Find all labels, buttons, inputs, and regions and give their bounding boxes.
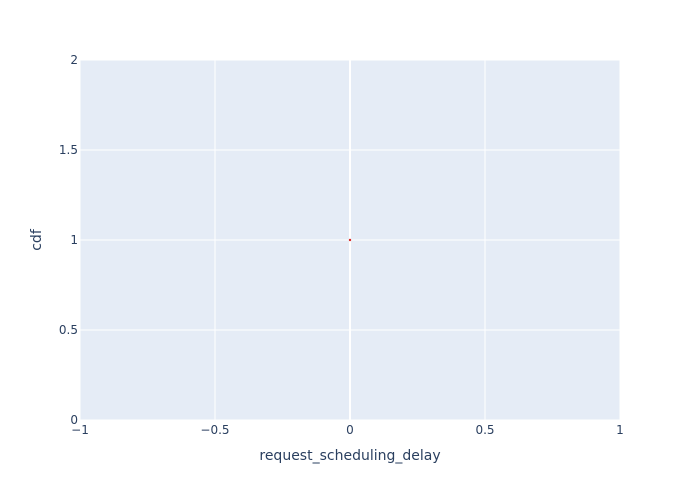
x-tick-label: 0 (346, 423, 354, 437)
data-point (348, 238, 352, 242)
x-tick-label: −1 (71, 423, 89, 437)
y-tick-label: 1.5 (59, 143, 78, 157)
x-tick-label: −0.5 (200, 423, 229, 437)
y-tick-label: 0 (70, 413, 78, 427)
y-tick-label: 1 (70, 233, 78, 247)
x-tick-label: 0.5 (475, 423, 494, 437)
x-tick-label: 1 (616, 423, 624, 437)
x-axis-title: request_scheduling_delay (259, 448, 440, 464)
tick-labels: −1 −0.5 0 0.5 1 0 0.5 1 1.5 2 (59, 53, 624, 437)
y-axis-title: cdf (29, 228, 45, 251)
y-tick-label: 2 (70, 53, 78, 67)
y-tick-label: 0.5 (59, 323, 78, 337)
data-points (348, 238, 352, 242)
